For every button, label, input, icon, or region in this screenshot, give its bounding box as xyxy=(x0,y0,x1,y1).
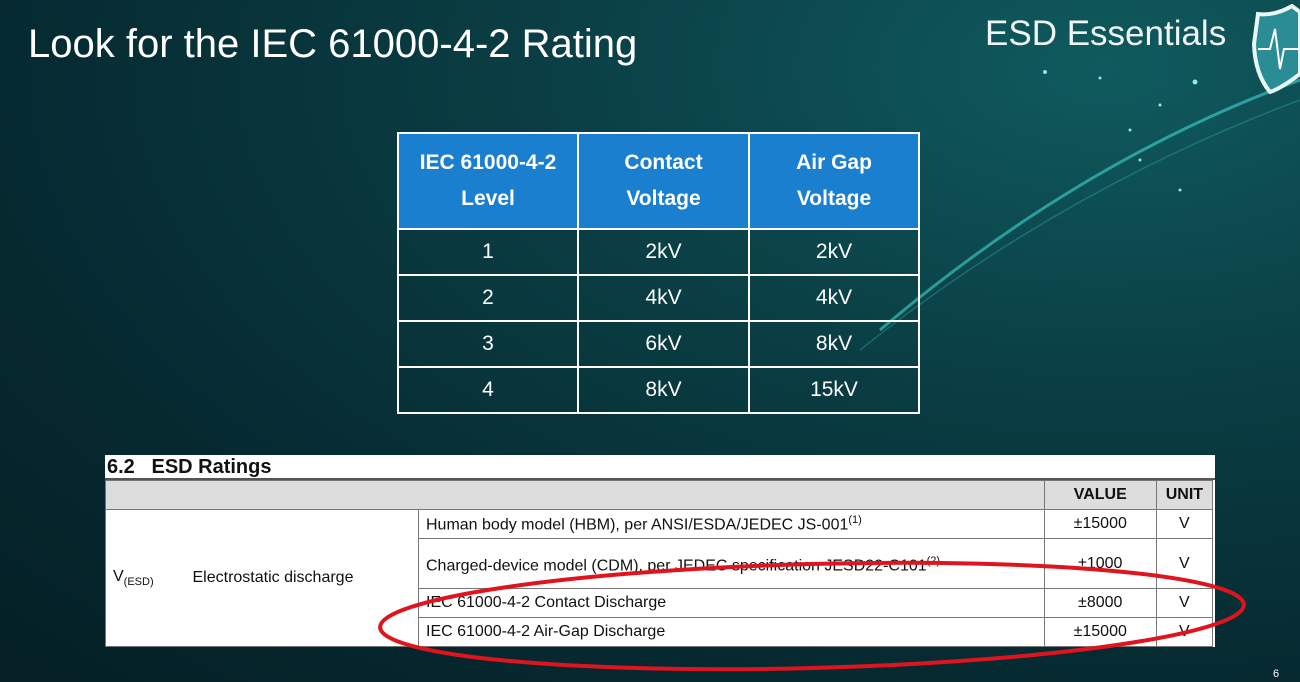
page-number: 6 xyxy=(1273,668,1280,680)
parameter: Electrostatic discharge xyxy=(185,509,419,647)
iec-levels-table: IEC 61000-4-2 Level Contact Voltage Air Ga… xyxy=(397,132,920,414)
slide-title: Look for the IEC 61000-4-2 Rating xyxy=(28,22,638,66)
table-row: 1 2kV 2kV xyxy=(397,228,920,276)
table-row: 3 6kV 8kV xyxy=(397,320,920,368)
header-contact-voltage: Contact Voltage xyxy=(577,132,750,230)
symbol: V(ESD) xyxy=(105,509,186,647)
datasheet-esd-ratings: 6.2 ESD Ratings VALUE UNIT V(ESD) Electro… xyxy=(105,455,1215,647)
header-air-gap-voltage: Air Gap Voltage xyxy=(748,132,920,230)
brand-name: ESD Essentials xyxy=(985,14,1227,53)
table-row: V(ESD) Electrostatic discharge Human bod… xyxy=(105,509,1214,647)
header-level: IEC 61000-4-2 Level xyxy=(397,132,579,230)
esd-ratings-table: VALUE UNIT V(ESD) Electrostatic discharge… xyxy=(105,480,1214,647)
table-row: 2 4kV 4kV xyxy=(397,274,920,322)
table-row: 4 8kV 15kV xyxy=(397,366,920,414)
shield-logo-icon xyxy=(1251,4,1300,94)
datasheet-section-title: 6.2 ESD Ratings xyxy=(105,455,1215,480)
